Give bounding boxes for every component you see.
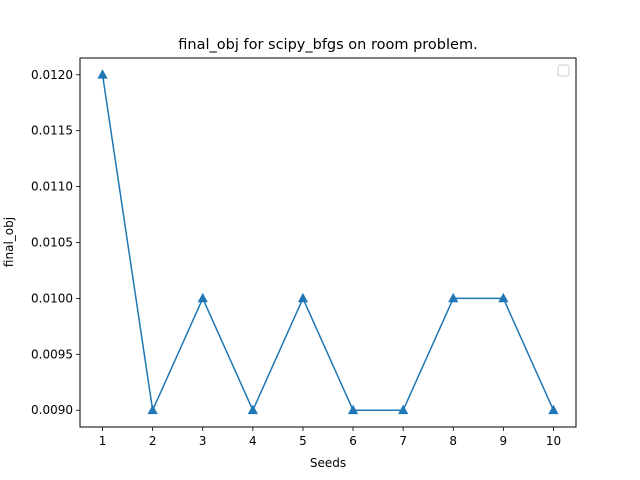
- x-tick-label: 7: [399, 434, 407, 448]
- y-tick-label: 0.0090: [31, 403, 73, 417]
- y-tick-label: 0.0115: [31, 124, 73, 138]
- data-point-marker: [197, 292, 208, 303]
- data-point-marker: [297, 292, 309, 303]
- data-point-marker: [448, 292, 459, 303]
- y-tick-label: 0.0105: [31, 236, 73, 250]
- y-tick-label: 0.0120: [31, 68, 73, 82]
- y-axis-label: final_obj: [2, 217, 16, 267]
- x-tick-label: 9: [500, 434, 508, 448]
- x-tick-label: 4: [249, 434, 257, 448]
- data-point-marker: [398, 404, 409, 415]
- x-tick-label: 5: [299, 434, 307, 448]
- y-tick-label: 0.0095: [31, 347, 73, 361]
- series-line: [101, 74, 555, 411]
- chart-title: final_obj for scipy_bfgs on room problem…: [178, 37, 477, 53]
- plot-frame: [79, 57, 577, 428]
- x-tick-label: 6: [349, 434, 357, 448]
- data-point-marker: [548, 404, 559, 415]
- x-tick-label: 1: [99, 434, 107, 448]
- data-point-marker: [498, 292, 509, 303]
- x-tick-label: 3: [199, 434, 207, 448]
- x-axis-label: Seeds: [310, 456, 346, 470]
- data-point-marker: [147, 404, 158, 415]
- x-tick-label: 10: [546, 434, 561, 448]
- x-tick-label: 8: [449, 434, 457, 448]
- x-tick-label: 2: [149, 434, 157, 448]
- data-point-marker: [347, 404, 359, 415]
- data-point-marker: [247, 404, 258, 415]
- legend-box: [557, 64, 570, 77]
- y-tick-label: 0.0100: [31, 291, 73, 305]
- data-point-marker: [97, 69, 108, 79]
- y-tick-label: 0.0110: [31, 180, 73, 194]
